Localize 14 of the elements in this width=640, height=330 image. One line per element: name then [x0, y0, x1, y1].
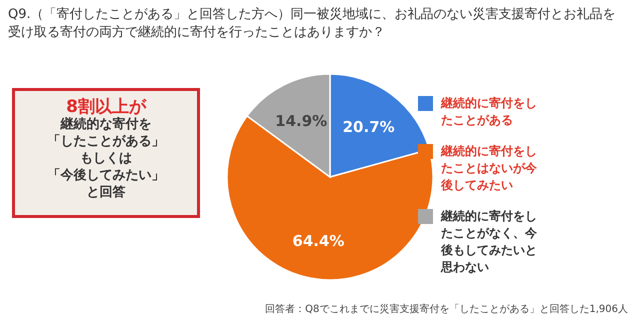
text: 「今後してみたい」: [46, 167, 166, 184]
data-label: 14.9%: [275, 112, 328, 130]
text: もしくは: [79, 150, 133, 167]
legend-label: 継続的に寄付をしたことはないが今後してみたい: [441, 143, 538, 194]
legend-label: 継続的に寄付をしたことがなく、今後もしてみたいと思わない: [441, 208, 538, 276]
text: 継続的な寄付を: [59, 116, 152, 133]
legend-label: 継続的に寄付をしたことがある: [441, 95, 538, 129]
data-label: 64.4%: [292, 232, 344, 250]
chart-title: Q9.（「寄付したことがある」と回答した方へ）同一被災地域に、お礼品のない災害支援寄付とお礼品を受け取る寄付の両方で継続的に寄付を行ったことはありますか？: [8, 6, 617, 42]
text: 8割以上が: [65, 97, 148, 117]
text: 回答者：Q8でこれまでに災害支援寄付を「したことがある」と回答した1,906人: [265, 302, 628, 316]
text: と回答: [86, 184, 126, 201]
data-label: 20.7%: [342, 118, 395, 136]
text: 「したことがある」: [46, 133, 166, 150]
